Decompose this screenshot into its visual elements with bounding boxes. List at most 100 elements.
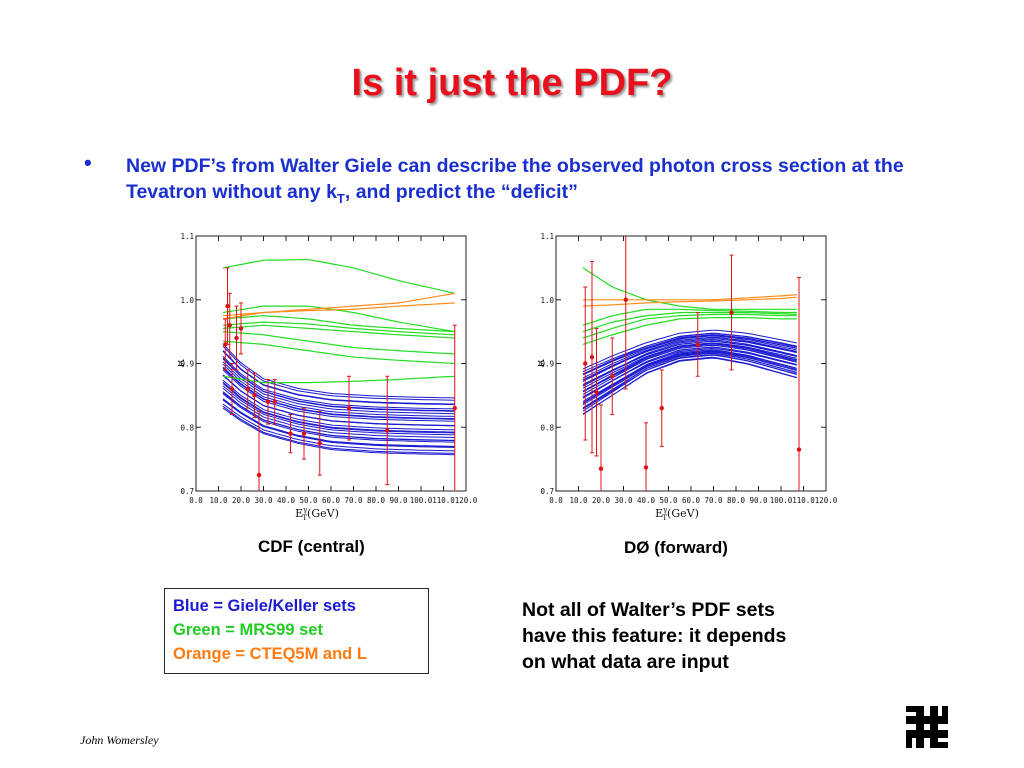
data-point	[452, 405, 457, 411]
blue-curve	[222, 350, 455, 405]
y-tick-label: 1.1	[180, 232, 194, 241]
green-curve	[222, 258, 455, 294]
y-axis-label: R	[178, 359, 187, 368]
blue-curve	[222, 355, 455, 410]
x-tick-label: 80.0	[367, 496, 386, 505]
data-point	[272, 399, 277, 404]
orange-curve	[222, 302, 455, 317]
author-name: John Womersley	[80, 733, 159, 747]
blue-curve	[582, 334, 797, 376]
blue-curve	[222, 407, 455, 456]
blue-curve	[582, 336, 797, 381]
bullet-icon: •	[84, 150, 92, 175]
fermilab-logo-icon	[906, 706, 948, 748]
x-tick-label: 70.0	[344, 496, 363, 505]
blue-curve	[582, 350, 797, 402]
blue-curve	[222, 405, 455, 454]
blue-curve	[222, 367, 455, 420]
data-point	[695, 342, 700, 347]
x-tick-label: 0.0	[549, 496, 563, 505]
blue-curve	[222, 398, 455, 447]
d0-ratio-plot: 0.0 10.0 20.0 30.0 40.0 50.0 60.0 70.0 80.0 90.0 1…	[538, 232, 838, 522]
orange-curve	[583, 294, 797, 301]
blue-curve	[582, 335, 797, 379]
x-tick-label: 100.0	[410, 496, 433, 505]
note-line: Not all of Walter’s PDF sets	[522, 599, 775, 621]
x-tick-label: 120.0	[455, 496, 478, 505]
x-tick-label: 20.0	[232, 496, 251, 505]
blue-curve	[222, 343, 455, 399]
d0-caption: DØ (forward)	[624, 538, 728, 557]
blue-curve	[582, 332, 797, 373]
x-tick-label: 50.0	[299, 496, 318, 505]
data-point	[598, 466, 604, 471]
green-curve	[222, 305, 455, 333]
data-point	[265, 399, 271, 404]
x-tick-label: 20.0	[592, 496, 611, 505]
data-point	[623, 297, 628, 302]
x-tick-label: 80.0	[727, 496, 746, 505]
data-point	[229, 386, 235, 392]
cdf-ratio-plot: 0.0 10.0 20.0 30.0 40.0 50.0 60.0 70.0 80.0 90.0 1…	[178, 232, 478, 522]
data-point	[225, 303, 230, 309]
y-tick-label: 1.1	[540, 232, 554, 241]
blue-curve	[582, 357, 797, 415]
blue-curve	[222, 399, 455, 448]
y-axis-label: R	[538, 359, 547, 368]
x-axis-label: Eγ T(GeV)	[295, 506, 339, 522]
x-tick-label: 60.0	[682, 496, 701, 505]
blue-curve	[222, 393, 455, 443]
y-tick-label: 0.7	[540, 487, 554, 496]
blue-curve	[222, 383, 455, 434]
x-tick-label: 70.0	[704, 496, 723, 505]
x-axis-label: Eγ T(GeV)	[655, 506, 699, 522]
green-curve	[222, 315, 455, 333]
blue-curve	[582, 351, 797, 406]
data-point	[288, 431, 293, 436]
y-tick-label: 0.8	[540, 423, 554, 432]
data-point	[317, 440, 322, 446]
y-tick-label: 1.0	[180, 296, 194, 305]
data-point	[589, 354, 595, 360]
data-point	[234, 335, 239, 341]
blue-curve	[222, 345, 455, 401]
y-tick-label: 0.7	[180, 487, 194, 496]
blue-curve	[222, 366, 455, 420]
bullet-text: New PDF’s from Walter Giele can describe…	[126, 153, 946, 212]
blue-curve	[222, 379, 455, 431]
x-tick-label: 50.0	[659, 496, 678, 505]
blue-curve	[222, 391, 455, 441]
data-point	[583, 361, 588, 366]
green-curve	[222, 375, 455, 384]
cdf-caption: CDF (central)	[258, 537, 365, 556]
blue-curve	[582, 347, 797, 398]
data-point	[245, 386, 250, 392]
color-legend: Blue = Giele/Keller sets Green = MRS99 s…	[164, 588, 429, 674]
blue-curve	[222, 385, 455, 436]
green-curve	[582, 317, 797, 345]
x-tick-label: 30.0	[614, 496, 633, 505]
x-tick-label: 0.0	[189, 496, 203, 505]
data-point	[227, 323, 232, 328]
y-tick-label: 0.8	[180, 423, 194, 432]
x-tick-label: 90.0	[749, 496, 768, 505]
note-line: on what data are input	[522, 651, 729, 673]
bullet-subscript: T	[336, 190, 345, 206]
blue-curve	[222, 363, 455, 417]
legend-green: Green = MRS99 set	[173, 621, 323, 639]
green-curve	[582, 313, 797, 339]
x-tick-label: 40.0	[277, 496, 296, 505]
data-point	[252, 393, 257, 398]
data-point	[659, 405, 664, 411]
blue-curve	[582, 344, 797, 393]
blue-curve	[222, 361, 455, 415]
data-point	[729, 310, 734, 315]
blue-curve	[222, 403, 455, 452]
blue-curve	[582, 352, 797, 409]
blue-curve	[222, 357, 455, 412]
data-point	[223, 342, 228, 347]
data-point	[256, 472, 262, 478]
data-point	[643, 465, 649, 470]
green-curve	[582, 308, 797, 326]
x-tick-label: 40.0	[637, 496, 656, 505]
